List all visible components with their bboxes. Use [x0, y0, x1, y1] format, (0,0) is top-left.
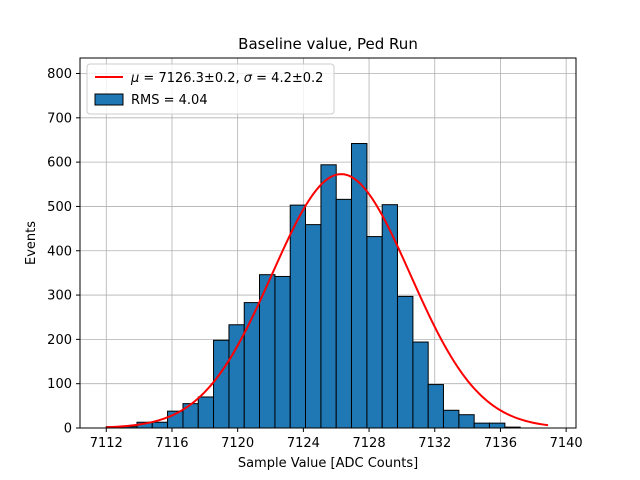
y-tick-label: 200 — [47, 333, 72, 348]
y-tick-label: 700 — [47, 111, 72, 126]
histogram-bar — [381, 204, 398, 429]
legend-mu-value: = 7126.3±0.2, — [139, 71, 243, 86]
y-tick-label: 600 — [47, 156, 72, 171]
histogram-bar — [320, 164, 337, 429]
y-tick-label: 0 — [64, 422, 72, 437]
histogram-bar — [151, 421, 169, 429]
legend-hist-label: RMS = 4.04 — [131, 93, 208, 108]
histogram-bar — [488, 422, 506, 429]
y-tick-label: 500 — [47, 200, 72, 215]
legend: μ = 7126.3±0.2, σ = 4.2±0.2 RMS = 4.04 — [86, 63, 335, 115]
x-tick-label: 7136 — [484, 436, 517, 451]
x-tick-label: 7128 — [353, 436, 386, 451]
plot-frame — [79, 57, 577, 429]
histogram-bar — [228, 324, 245, 429]
x-tick-label: 7120 — [221, 436, 254, 451]
x-axis-label: Sample Value [ADC Counts] — [238, 456, 418, 471]
y-axis-label: Events — [24, 221, 39, 265]
y-ticks: 0 100 200 300 400 500 600 700 800 — [47, 67, 80, 437]
legend-sigma-symbol: σ — [244, 71, 253, 86]
histogram-bar — [289, 204, 306, 429]
fit-curve-layer — [106, 173, 549, 429]
y-tick-label: 800 — [47, 67, 72, 82]
histogram-bar — [473, 422, 490, 429]
legend-box — [86, 63, 335, 115]
x-tick-label: 7124 — [287, 436, 320, 451]
histogram-bar — [335, 198, 352, 429]
histogram-bar — [243, 302, 261, 429]
histogram-bar — [412, 341, 429, 429]
histogram-bar — [427, 384, 444, 429]
histogram-bar — [458, 414, 475, 429]
y-tick-label: 400 — [47, 244, 72, 259]
legend-sigma-value: = 4.2±0.2 — [252, 71, 323, 86]
x-ticks: 7112 7116 7120 7124 7128 7132 7136 7140 — [90, 428, 583, 451]
histogram-bar — [396, 295, 414, 429]
x-tick-label: 7116 — [155, 436, 188, 451]
histogram-bar — [304, 224, 322, 429]
legend-hist-patch — [94, 93, 124, 106]
y-tick-label: 300 — [47, 289, 72, 304]
x-tick-label: 7132 — [418, 436, 451, 451]
y-tick-label: 100 — [47, 377, 72, 392]
legend-fit-label: μ = 7126.3±0.2, σ = 4.2±0.2 — [130, 71, 323, 86]
chart-title: Baseline value, Ped Run — [238, 35, 418, 53]
legend-mu-symbol: μ — [130, 71, 139, 86]
histogram-bar — [197, 396, 215, 429]
histogram-bar — [274, 275, 291, 429]
gaussian-fit-curve — [106, 173, 549, 429]
histogram-bar — [442, 409, 460, 429]
x-tick-label: 7140 — [550, 436, 583, 451]
histogram-bar — [350, 143, 368, 429]
histogram-bar — [213, 339, 230, 429]
histogram-bar — [366, 236, 383, 429]
x-tick-label: 7112 — [90, 436, 123, 451]
